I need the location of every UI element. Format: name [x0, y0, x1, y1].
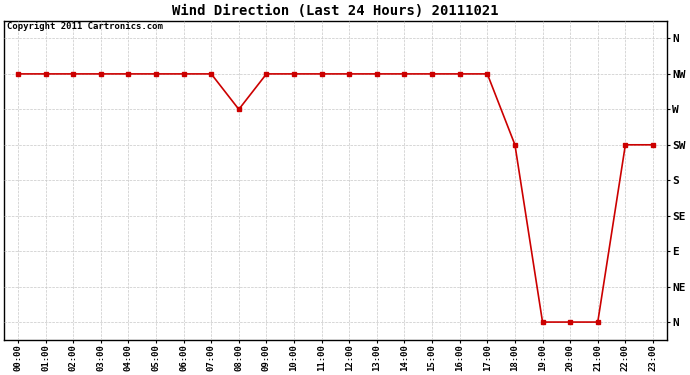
Title: Wind Direction (Last 24 Hours) 20111021: Wind Direction (Last 24 Hours) 20111021	[172, 4, 499, 18]
Text: Copyright 2011 Cartronics.com: Copyright 2011 Cartronics.com	[8, 22, 164, 32]
